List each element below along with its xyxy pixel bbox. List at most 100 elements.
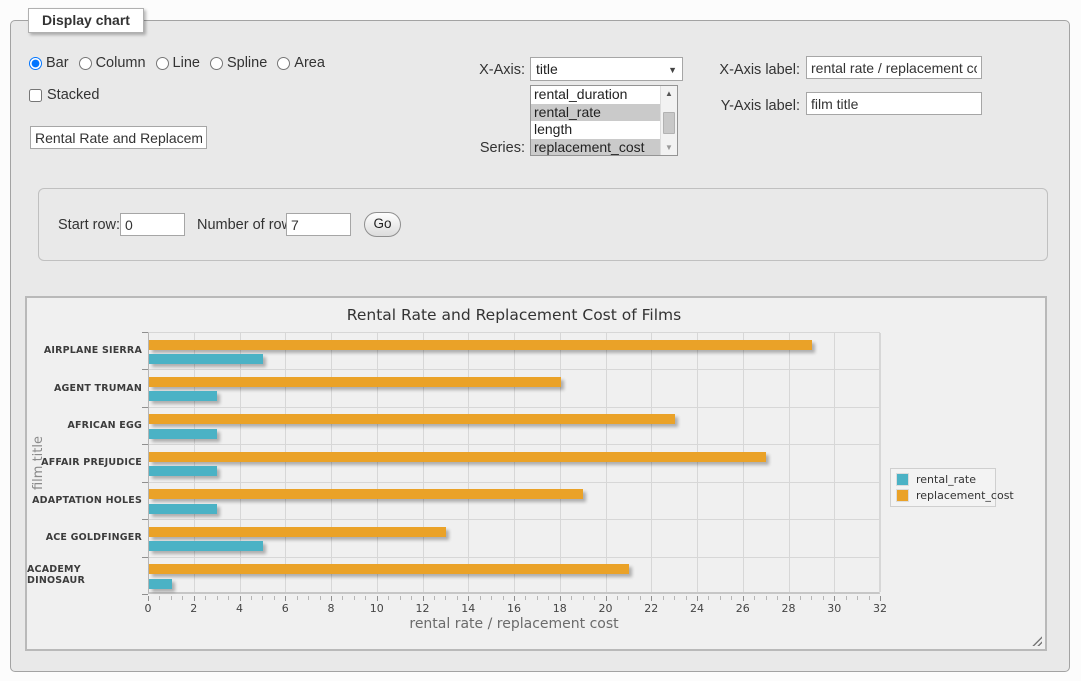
bar-rental_rate[interactable] [149, 504, 217, 514]
radio-line[interactable] [156, 57, 169, 70]
number-of-rows-input[interactable] [286, 213, 351, 236]
bar-rental_rate[interactable] [149, 579, 172, 589]
gridline [606, 333, 607, 592]
x-axis-minor-tick [777, 596, 778, 600]
x-axis-tick [514, 596, 515, 601]
x-axis-minor-tick [640, 596, 641, 600]
gridline [377, 333, 378, 592]
y-axis-tick [142, 444, 148, 445]
resize-handle-icon[interactable] [1030, 634, 1042, 646]
bar-rental_rate[interactable] [149, 429, 217, 439]
x-axis-tick [148, 596, 149, 601]
series-listbox-label: Series: [440, 140, 525, 156]
start-row-label: Start row: [58, 217, 120, 233]
scroll-up-icon[interactable]: ▲ [661, 86, 677, 101]
x-axis-minor-tick [846, 596, 847, 600]
x-axis-select-label: X-Axis: [440, 62, 525, 78]
bar-rental_rate[interactable] [149, 391, 217, 401]
y-axis-tick [142, 332, 148, 333]
y-axis-tick [142, 519, 148, 520]
chart-type-radio-group: Bar Column Line Spline Area [29, 55, 325, 71]
x-axis-minor-tick [548, 596, 549, 600]
chart-type-option-bar[interactable]: Bar [29, 55, 69, 71]
x-axis-minor-tick [823, 596, 824, 600]
chart-title-input[interactable] [30, 126, 207, 149]
gridline [880, 333, 881, 592]
x-axis-tick-label: 0 [133, 602, 163, 615]
series-listbox-scrollbar[interactable]: ▲ ▼ [660, 86, 677, 155]
gridline [514, 333, 515, 592]
bar-rental_rate[interactable] [149, 466, 217, 476]
bar-replacement_cost[interactable] [149, 527, 446, 537]
go-button[interactable]: Go [364, 212, 401, 237]
x-axis-minor-tick [274, 596, 275, 600]
x-axis-minor-tick [411, 596, 412, 600]
x-axis-tick [834, 596, 835, 601]
series-option-length[interactable]: length [531, 121, 660, 139]
gridline [651, 333, 652, 592]
radio-bar[interactable] [29, 57, 42, 70]
x-axis-tick-label: 32 [865, 602, 895, 615]
x-axis-tick-label: 2 [179, 602, 209, 615]
series-listbox-items: rental_durationrental_ratelengthreplacem… [531, 86, 660, 155]
x-axis-label-input[interactable] [806, 56, 982, 79]
x-axis-minor-tick [708, 596, 709, 600]
scroll-down-icon[interactable]: ▼ [661, 140, 677, 155]
gridline [149, 482, 879, 483]
x-axis-minor-tick [686, 596, 687, 600]
gridline [149, 444, 879, 445]
x-axis-minor-tick [320, 596, 321, 600]
chart-type-option-column[interactable]: Column [79, 55, 146, 71]
bar-replacement_cost[interactable] [149, 564, 629, 574]
chart-type-option-line[interactable]: Line [156, 55, 200, 71]
start-row-input[interactable] [120, 213, 185, 236]
legend-item-rental_rate[interactable]: rental_rate [896, 473, 990, 486]
radio-area[interactable] [277, 57, 290, 70]
x-axis-minor-tick [525, 596, 526, 600]
series-option-replacement_cost[interactable]: replacement_cost [531, 139, 660, 155]
stacked-checkbox[interactable] [29, 89, 42, 102]
x-axis-tick-label: 18 [545, 602, 575, 615]
series-option-rental_rate[interactable]: rental_rate [531, 104, 660, 122]
bar-replacement_cost[interactable] [149, 414, 675, 424]
x-axis-minor-tick [857, 596, 858, 600]
chart-type-option-spline[interactable]: Spline [210, 55, 267, 71]
x-axis-minor-tick [800, 596, 801, 600]
category-label: AGENT TRUMAN [27, 369, 142, 406]
x-axis-tick [560, 596, 561, 601]
stacked-option[interactable]: Stacked [29, 87, 99, 103]
legend-item-replacement_cost[interactable]: replacement_cost [896, 489, 990, 502]
bar-replacement_cost[interactable] [149, 377, 561, 387]
bar-replacement_cost[interactable] [149, 452, 766, 462]
x-axis-select[interactable]: title ▼ [530, 57, 683, 81]
x-axis-minor-tick [262, 596, 263, 600]
x-axis-title: rental rate / replacement cost [148, 616, 880, 632]
bar-rental_rate[interactable] [149, 541, 263, 551]
bar-replacement_cost[interactable] [149, 489, 583, 499]
bar-replacement_cost[interactable] [149, 340, 812, 350]
page: Display chart BarColumnLineSplineArea St… [0, 0, 1081, 681]
chevron-down-icon: ▼ [668, 65, 677, 75]
x-axis-tick [880, 596, 881, 601]
x-axis-tick-label: 22 [636, 602, 666, 615]
radio-spline[interactable] [210, 57, 223, 70]
x-axis-minor-tick [663, 596, 664, 600]
x-axis-tick [285, 596, 286, 601]
x-axis-tick [743, 596, 744, 601]
x-axis-minor-tick [457, 596, 458, 600]
y-axis-tick [142, 407, 148, 408]
y-axis-label-input[interactable] [806, 92, 982, 115]
series-listbox[interactable]: rental_durationrental_ratelengthreplacem… [530, 85, 678, 156]
bar-rental_rate[interactable] [149, 354, 263, 364]
x-axis-minor-tick [731, 596, 732, 600]
radio-column[interactable] [79, 57, 92, 70]
x-axis-tick-label: 8 [316, 602, 346, 615]
legend-label: replacement_cost [916, 489, 1014, 502]
series-option-rental_duration[interactable]: rental_duration [531, 86, 660, 104]
y-axis-label-label: Y-Axis label: [700, 98, 800, 114]
chart-type-option-label: Spline [227, 55, 267, 71]
scrollbar-thumb[interactable] [663, 112, 675, 134]
x-axis-minor-tick [869, 596, 870, 600]
x-axis-minor-tick [400, 596, 401, 600]
chart-type-option-area[interactable]: Area [277, 55, 325, 71]
